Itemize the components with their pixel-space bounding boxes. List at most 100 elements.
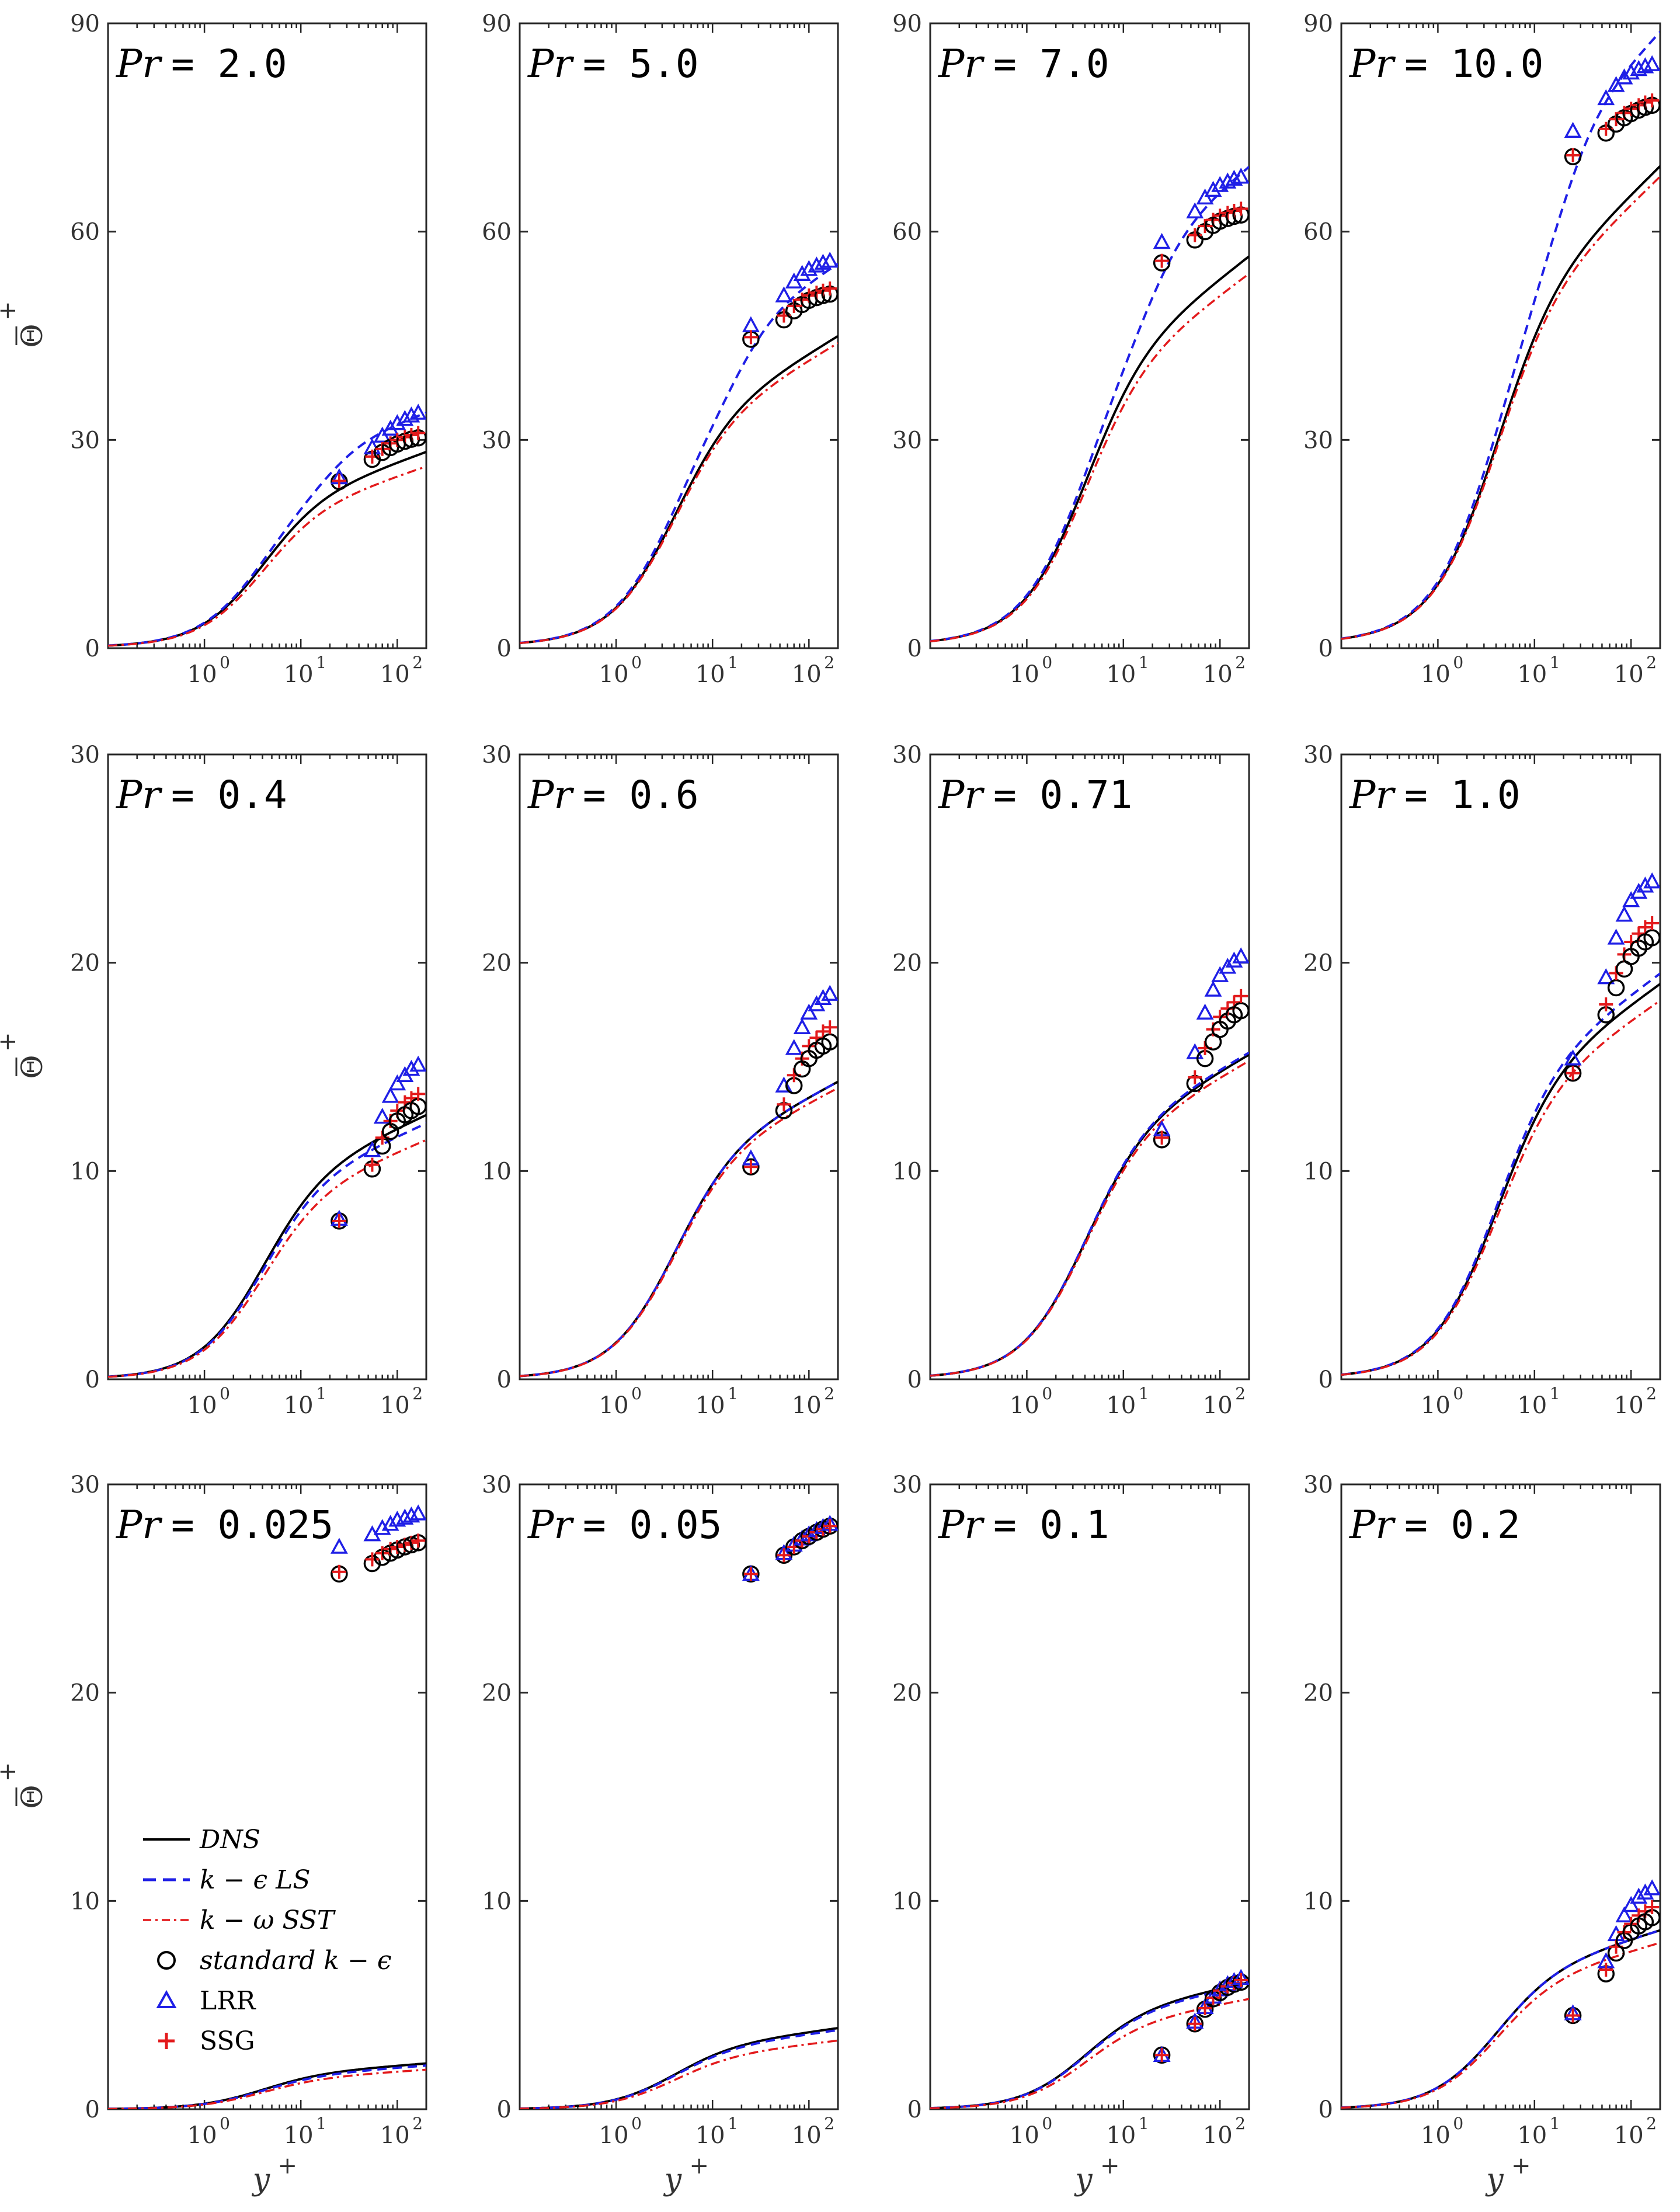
- y-tick-label: 10: [892, 1158, 922, 1185]
- ssg-marker: [411, 1087, 426, 1101]
- y-tick-label: 10: [482, 1888, 512, 1915]
- lrr-marker: [785, 1039, 803, 1055]
- lrr-marker: [821, 251, 838, 268]
- y-tick-label: 30: [892, 427, 922, 454]
- y-tick-label: 0: [1319, 1366, 1333, 1393]
- y-tick-label: 60: [1303, 219, 1333, 246]
- x-tick-label: 10: [792, 2122, 822, 2149]
- plot-area: [930, 166, 1249, 643]
- panel-title-value: = 10.0: [1404, 41, 1543, 86]
- panel-title-value: = 0.2: [1404, 1503, 1521, 1547]
- panel-title-variable: Pr: [527, 41, 574, 86]
- lrr-marker: [402, 406, 420, 423]
- k-epsilon-ls-line: [1341, 972, 1660, 1376]
- y-tick-label: 0: [907, 1366, 922, 1393]
- lrr-marker: [775, 286, 793, 302]
- y-tick-label: 90: [70, 11, 100, 37]
- y-tick-label: 10: [1303, 1888, 1333, 1915]
- x-tick-exponent: 0: [1453, 1384, 1463, 1403]
- y-tick-label: 30: [892, 1472, 922, 1498]
- dns-line: [520, 335, 838, 645]
- ssg-marker: [777, 1097, 791, 1112]
- ssg-marker: [1645, 1900, 1660, 1915]
- x-tick-exponent: 0: [220, 1384, 230, 1403]
- lrr-marker: [1232, 947, 1249, 964]
- legend-label: SSG: [200, 2026, 255, 2056]
- y-tick-label: 20: [70, 950, 100, 977]
- x-tick-exponent: 0: [631, 1384, 642, 1403]
- x-tick-exponent: 1: [316, 2114, 326, 2133]
- x-tick-exponent: 1: [1550, 1384, 1560, 1403]
- y-tick-label: 10: [1303, 1158, 1333, 1185]
- x-tick-exponent: 2: [1235, 653, 1246, 672]
- panel-title-variable: Pr: [116, 773, 162, 818]
- x-tick-label: 10: [695, 1392, 725, 1419]
- y-axis-label: Θ+: [0, 1762, 49, 1808]
- y-tick-label: 0: [85, 635, 100, 662]
- panel-title-value: = 0.4: [171, 773, 287, 818]
- plot-area: [520, 251, 838, 645]
- x-tick-label: 10: [187, 1392, 217, 1419]
- lrr-marker: [1643, 1879, 1660, 1895]
- lrr-marker: [1232, 168, 1249, 184]
- panel-title: Pr = 0.71: [938, 773, 1132, 818]
- lrr-marker: [814, 989, 832, 1006]
- panel-title-variable: Pr: [116, 1503, 162, 1547]
- y-axis-label-superscript: +: [0, 301, 21, 321]
- x-tick-exponent: 0: [1042, 653, 1052, 672]
- plot-area: [1341, 31, 1660, 640]
- axes-box: [519, 753, 839, 1380]
- k-omega-sst-line: [930, 1060, 1249, 1377]
- k-omega-sst-line: [520, 1087, 838, 1378]
- y-tick-label: 20: [482, 1680, 512, 1707]
- ssg-marker: [1234, 1973, 1248, 1987]
- x-tick-label: 10: [1106, 2122, 1136, 2149]
- x-tick-label: 10: [380, 661, 410, 688]
- y-tick-label: 60: [482, 219, 512, 246]
- panel-title-value: = 2.0: [171, 41, 287, 86]
- ssg-marker: [743, 1160, 758, 1174]
- lrr-marker: [1186, 202, 1204, 218]
- y-tick-label: 30: [482, 427, 512, 454]
- x-tick-exponent: 2: [1235, 2114, 1246, 2133]
- y-tick-label: 0: [497, 635, 512, 662]
- dns-line: [930, 1053, 1249, 1377]
- y-tick-label: 90: [482, 11, 512, 37]
- y-tick-label: 0: [497, 1366, 512, 1393]
- x-tick-label: 10: [792, 661, 822, 688]
- legend-swatch-lrr: [156, 1990, 177, 2008]
- x-tick-label: 10: [1010, 661, 1039, 688]
- lrr-marker: [1153, 232, 1171, 249]
- y-tick-label: 20: [482, 950, 512, 977]
- lrr-marker: [1196, 188, 1214, 205]
- ssg-marker: [1154, 253, 1169, 268]
- lrr-marker: [800, 1003, 818, 1020]
- lrr-marker: [814, 253, 832, 270]
- x-tick-label: 10: [1614, 1392, 1644, 1419]
- ssg-marker: [411, 426, 426, 440]
- x-tick-exponent: 2: [824, 653, 834, 672]
- plot-area: [930, 947, 1249, 1377]
- legend: DNS k − ϵ LS k − ω SST standard k − ϵ LRR SSG: [143, 1825, 392, 2056]
- lrr-marker: [1615, 1906, 1633, 1923]
- ssg-marker: [1188, 2016, 1202, 2031]
- ssg-marker: [1645, 93, 1660, 107]
- panel-title: Pr = 0.2: [1349, 1503, 1521, 1547]
- x-axis-label: y: [663, 2162, 682, 2197]
- k-omega-sst-line: [1341, 1000, 1660, 1376]
- legend-label: k − ϵ LS: [200, 1865, 311, 1895]
- y-tick-label: 0: [907, 2096, 922, 2123]
- lrr-marker: [1564, 1049, 1582, 1066]
- lrr-marker: [402, 1059, 420, 1076]
- lrr-marker: [1219, 172, 1237, 189]
- y-tick-label: 90: [1303, 11, 1333, 37]
- x-tick-label: 10: [284, 2122, 314, 2149]
- x-axis-label: y: [1485, 2162, 1504, 2197]
- legend-label: standard k − ϵ: [200, 1946, 392, 1976]
- k-omega-sst-line: [108, 1139, 426, 1378]
- panel-title: Pr = 10.0: [1349, 41, 1543, 86]
- ssg-marker: [365, 1157, 380, 1172]
